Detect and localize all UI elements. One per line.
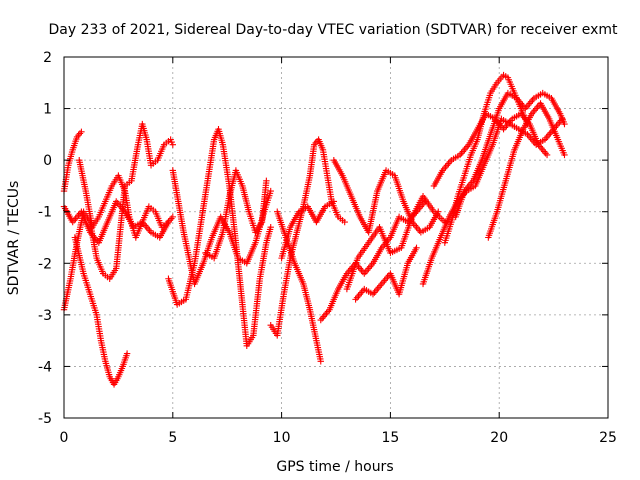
y-tick-label: 0 (43, 153, 52, 169)
data-series (267, 136, 348, 339)
data-series (430, 110, 551, 190)
data-series (76, 156, 172, 241)
y-tick-label: -4 (38, 359, 52, 375)
data-point (169, 141, 176, 148)
y-axis: -5 -4 -3 -2 -1 0 1 2 (38, 50, 608, 427)
y-tick-label: -2 (38, 256, 52, 272)
data-point (165, 218, 172, 226)
y-tick-label: 2 (43, 50, 52, 66)
data-point (543, 151, 551, 159)
data-point (263, 177, 270, 184)
data-point (561, 151, 568, 159)
data-point (561, 120, 568, 128)
data-series (485, 100, 568, 241)
chart-title: Day 233 of 2021, Sidereal Day-to-day VTE… (49, 22, 619, 38)
plot-frame (63, 56, 609, 419)
data-point (169, 213, 176, 221)
data-series (71, 234, 131, 388)
data-series (352, 244, 420, 303)
data-series (419, 115, 566, 288)
data-series (278, 198, 338, 262)
y-axis-title: SDTVAR / TECUs (6, 181, 22, 296)
x-axis-title: GPS time / hours (276, 459, 393, 475)
x-tick-label: 15 (381, 430, 399, 446)
data-point (413, 244, 420, 252)
x-tick-label: 10 (273, 430, 291, 446)
x-tick-label: 0 (60, 430, 69, 446)
y-tick-label: -5 (38, 411, 52, 427)
data-point (267, 223, 274, 231)
data-point (78, 128, 85, 135)
grid-lines (64, 57, 608, 418)
x-axis: 0 5 10 15 20 25 (60, 57, 617, 446)
x-tick-label: 20 (490, 430, 508, 446)
data-point (341, 218, 348, 226)
x-tick-label: 25 (599, 430, 617, 446)
y-tick-label: 1 (43, 102, 52, 118)
y-tick-label: -1 (38, 205, 52, 221)
data-series (330, 156, 442, 236)
y-tick-label: -3 (38, 308, 52, 324)
data-series (202, 167, 270, 262)
data-series (343, 193, 448, 293)
data-series (274, 208, 324, 365)
x-tick-label: 5 (168, 430, 177, 446)
data-point (330, 198, 338, 205)
data-points (60, 71, 568, 388)
data-point (267, 187, 274, 195)
data-point (317, 358, 324, 365)
data-series (169, 167, 274, 288)
data-point (123, 350, 131, 357)
